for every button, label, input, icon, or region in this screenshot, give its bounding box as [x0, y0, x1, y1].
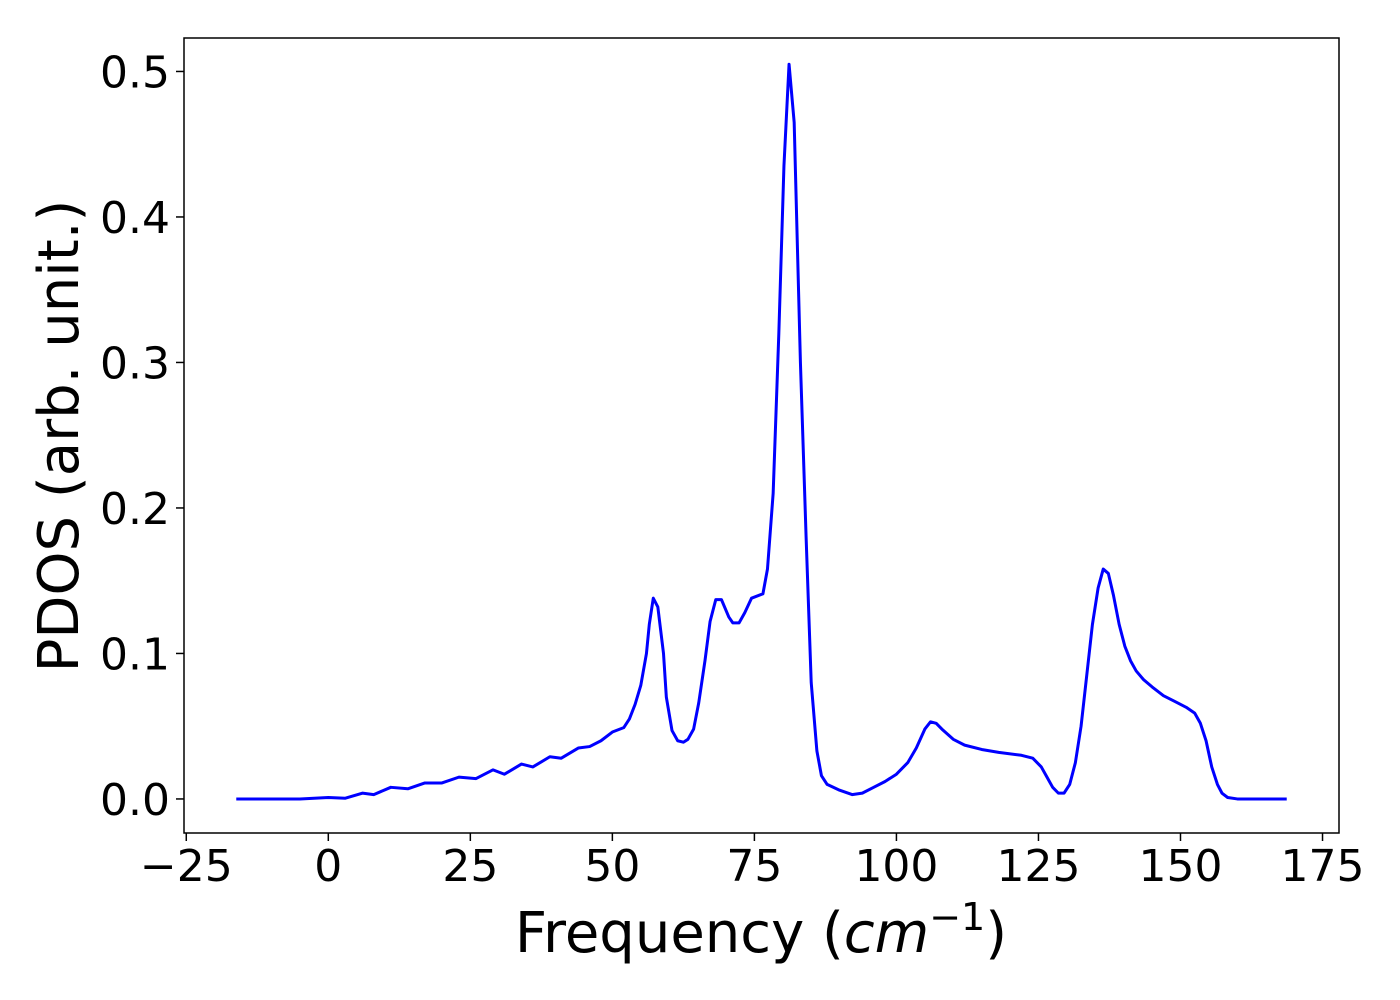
x-tick-label: 50 — [584, 841, 640, 892]
y-tick-label: 0.4 — [100, 193, 170, 244]
x-tick-label: 150 — [1139, 841, 1223, 892]
x-tick-label: −25 — [140, 841, 233, 892]
x-axis-label: Frequency (cm−1) — [515, 895, 1007, 966]
y-tick-label: 0.3 — [100, 338, 170, 389]
x-label-italic: cm — [844, 901, 929, 966]
x-label-end: ) — [985, 901, 1007, 966]
x-tick-label: 125 — [996, 841, 1080, 892]
plot-frame — [183, 37, 1340, 834]
y-tick-label: 0.0 — [100, 775, 170, 826]
line-series — [236, 62, 1287, 801]
y-tick-label: 0.5 — [100, 47, 170, 98]
y-axis-label: PDOS (arb. unit.) — [27, 200, 92, 673]
x-tick-label: 175 — [1281, 841, 1365, 892]
x-tick-label: 75 — [726, 841, 782, 892]
y-tick-label: 0.1 — [100, 629, 170, 680]
x-tick-label: 0 — [314, 841, 342, 892]
y-tick-label: 0.2 — [100, 484, 170, 535]
x-tick-label: 25 — [442, 841, 498, 892]
x-tick-label: 100 — [854, 841, 938, 892]
x-label-sup: −1 — [929, 895, 985, 939]
x-label-text: Frequency ( — [515, 901, 844, 966]
